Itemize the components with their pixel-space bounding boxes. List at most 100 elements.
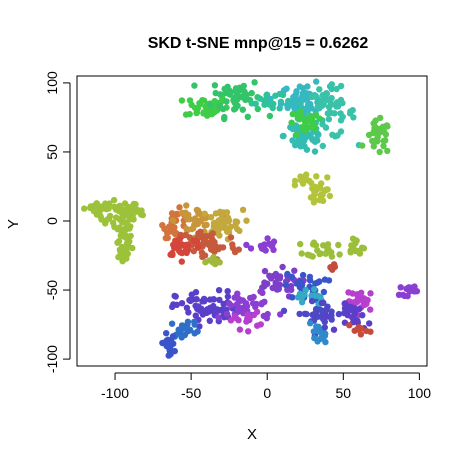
y-tick-label: 0	[44, 217, 60, 225]
data-point	[324, 174, 331, 181]
data-point	[299, 271, 307, 279]
data-point	[165, 352, 172, 359]
data-point	[171, 347, 178, 355]
data-point	[203, 309, 210, 316]
data-point	[313, 78, 320, 85]
data-point	[306, 277, 314, 284]
data-point	[226, 87, 233, 94]
data-point	[367, 290, 374, 297]
data-point	[124, 211, 132, 218]
data-point	[81, 205, 88, 212]
data-point	[164, 234, 171, 242]
data-point	[210, 302, 217, 310]
data-point	[339, 113, 346, 121]
data-point	[266, 272, 273, 279]
data-point	[288, 119, 295, 126]
data-point	[235, 246, 242, 253]
data-point	[219, 217, 226, 224]
data-point	[351, 236, 359, 244]
data-point	[215, 314, 222, 321]
data-point	[358, 244, 366, 251]
data-point	[176, 204, 183, 211]
data-point	[379, 123, 387, 130]
data-point	[321, 187, 329, 194]
data-point	[233, 218, 241, 226]
data-point	[328, 81, 335, 88]
data-point	[124, 203, 131, 210]
data-point	[288, 273, 296, 280]
data-point	[224, 293, 232, 300]
data-point	[227, 317, 235, 324]
data-point	[349, 107, 356, 114]
data-point	[165, 341, 172, 349]
data-point	[258, 245, 266, 252]
data-point	[264, 235, 271, 242]
data-point	[367, 306, 374, 313]
data-point	[296, 116, 303, 123]
data-point	[308, 297, 316, 305]
data-point	[280, 87, 288, 94]
data-point	[324, 241, 332, 248]
data-point	[311, 292, 319, 299]
data-point	[279, 263, 286, 271]
data-point	[102, 200, 109, 207]
data-point	[225, 300, 233, 307]
data-point	[235, 307, 242, 314]
data-point	[314, 313, 322, 320]
data-point	[193, 220, 200, 228]
data-point	[119, 214, 126, 221]
data-point	[335, 310, 343, 318]
data-point	[123, 235, 131, 242]
data-point	[301, 174, 309, 181]
data-point	[105, 205, 112, 212]
data-point	[203, 221, 210, 229]
data-point	[236, 326, 244, 333]
data-point	[302, 286, 309, 294]
data-point	[306, 117, 313, 125]
data-point	[397, 284, 404, 291]
data-point	[175, 240, 183, 248]
data-point	[207, 214, 215, 221]
data-point	[374, 137, 381, 145]
data-point	[316, 115, 323, 122]
data-point	[178, 300, 186, 307]
data-point	[284, 270, 291, 278]
data-point	[333, 85, 340, 93]
data-point	[289, 137, 296, 144]
data-point	[296, 284, 304, 291]
data-point	[307, 133, 314, 141]
data-point	[360, 295, 368, 302]
data-point	[318, 180, 325, 187]
data-point	[270, 100, 277, 108]
data-point	[187, 297, 194, 305]
data-point	[297, 240, 304, 248]
data-point	[191, 215, 199, 222]
data-point	[110, 196, 118, 204]
data-point	[363, 327, 370, 335]
data-point	[401, 292, 408, 300]
data-point	[354, 291, 361, 298]
y-tick-label: 100	[44, 71, 60, 95]
data-point	[337, 82, 345, 90]
data-point	[324, 110, 331, 117]
data-point	[376, 148, 383, 156]
data-point	[382, 137, 389, 144]
data-point	[118, 243, 126, 251]
data-point	[218, 306, 225, 313]
data-point	[201, 215, 209, 222]
data-point	[217, 91, 224, 98]
data-point	[243, 217, 250, 224]
data-point	[290, 94, 297, 101]
data-point	[321, 318, 328, 326]
data-point	[214, 227, 222, 235]
data-point	[310, 328, 317, 335]
y-tick-label: -50	[44, 280, 60, 300]
data-point	[171, 292, 178, 300]
data-point	[296, 310, 303, 318]
data-point	[354, 317, 361, 324]
data-point	[320, 101, 327, 108]
data-point	[178, 334, 185, 341]
data-point	[302, 126, 310, 133]
data-point	[370, 143, 377, 150]
